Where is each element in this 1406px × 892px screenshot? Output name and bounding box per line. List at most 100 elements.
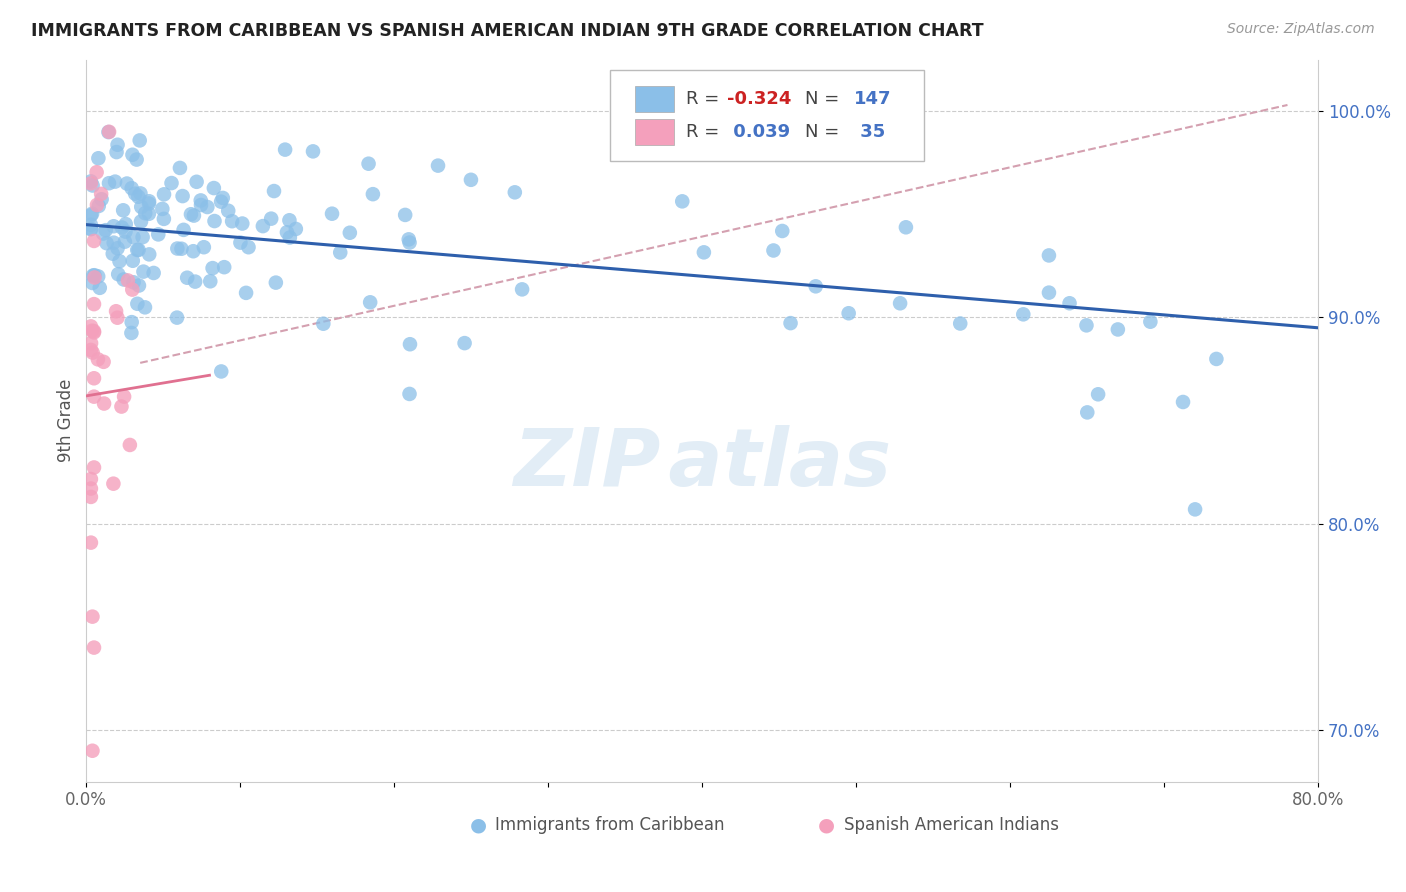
Point — [120, 326, 142, 340]
Point — [1059, 296, 1081, 310]
Point — [82, 178, 104, 193]
Text: 147: 147 — [853, 90, 891, 108]
FancyBboxPatch shape — [610, 70, 924, 161]
Point — [209, 364, 232, 378]
Point — [217, 203, 239, 218]
Point — [80, 177, 103, 191]
Point — [398, 232, 420, 246]
Point — [82, 744, 104, 758]
Text: N =: N = — [804, 90, 839, 108]
Point — [129, 186, 152, 201]
Point — [90, 192, 112, 206]
Point — [103, 219, 125, 234]
Point — [779, 316, 801, 330]
Point — [398, 387, 420, 401]
Point — [693, 245, 716, 260]
Point — [321, 207, 343, 221]
Point — [804, 279, 827, 293]
Point — [129, 214, 152, 228]
Point — [82, 276, 104, 290]
Point — [80, 535, 103, 549]
Text: Spanish American Indians: Spanish American Indians — [844, 816, 1059, 834]
Point — [339, 226, 361, 240]
Point — [93, 355, 115, 369]
Point — [86, 198, 108, 212]
Point — [212, 260, 235, 275]
Point — [96, 236, 118, 251]
Point — [949, 317, 972, 331]
Point — [93, 396, 115, 410]
Point — [361, 187, 384, 202]
Point — [1139, 315, 1161, 329]
Point — [359, 295, 381, 310]
Point — [211, 191, 233, 205]
Point — [121, 315, 143, 329]
Point — [186, 175, 208, 189]
Point — [127, 190, 149, 204]
Point — [180, 207, 202, 221]
Point — [142, 266, 165, 280]
Point — [153, 211, 176, 226]
Point — [104, 175, 127, 189]
Point — [138, 194, 160, 209]
FancyBboxPatch shape — [634, 120, 673, 145]
Point — [82, 268, 104, 283]
Point — [80, 207, 103, 221]
Text: ●: ● — [818, 815, 835, 835]
Point — [114, 225, 136, 239]
Point — [82, 345, 104, 359]
Point — [252, 219, 274, 233]
Point — [80, 472, 103, 486]
Point — [121, 147, 143, 161]
Point — [111, 220, 134, 235]
Point — [235, 285, 257, 300]
Point — [87, 151, 110, 165]
Point — [503, 186, 526, 200]
Point — [190, 194, 212, 208]
Point — [1076, 405, 1098, 419]
Point — [110, 400, 132, 414]
Point — [274, 143, 297, 157]
Point — [82, 324, 104, 338]
Point — [169, 161, 191, 175]
Point — [209, 194, 232, 209]
Point — [91, 227, 114, 241]
Point — [121, 283, 143, 297]
Point — [278, 213, 301, 227]
Point — [231, 217, 253, 231]
Point — [114, 217, 136, 231]
Text: Source: ZipAtlas.com: Source: ZipAtlas.com — [1227, 22, 1375, 37]
Point — [89, 281, 111, 295]
Point — [83, 640, 105, 655]
Point — [83, 268, 105, 283]
Point — [107, 241, 129, 255]
Point — [83, 270, 105, 285]
Point — [122, 276, 145, 290]
Point — [263, 184, 285, 198]
Text: Immigrants from Caribbean: Immigrants from Caribbean — [495, 816, 725, 834]
Point — [278, 230, 301, 244]
FancyBboxPatch shape — [634, 86, 673, 112]
Text: N =: N = — [804, 123, 839, 141]
Point — [1038, 285, 1060, 300]
Point — [80, 336, 103, 351]
Point — [121, 253, 143, 268]
Point — [112, 203, 135, 218]
Point — [87, 199, 110, 213]
Point — [160, 176, 183, 190]
Point — [98, 176, 121, 190]
Point — [128, 278, 150, 293]
Point — [276, 225, 298, 239]
Point — [510, 282, 533, 296]
Point — [86, 165, 108, 179]
Point — [80, 208, 103, 222]
Point — [87, 352, 110, 367]
Point — [80, 343, 103, 357]
Point — [1107, 322, 1129, 336]
Text: IMMIGRANTS FROM CARIBBEAN VS SPANISH AMERICAN INDIAN 9TH GRADE CORRELATION CHART: IMMIGRANTS FROM CARIBBEAN VS SPANISH AME… — [31, 22, 984, 40]
Text: ●: ● — [470, 815, 486, 835]
Point — [112, 272, 135, 286]
Point — [394, 208, 416, 222]
Point — [128, 133, 150, 147]
Point — [121, 181, 143, 195]
